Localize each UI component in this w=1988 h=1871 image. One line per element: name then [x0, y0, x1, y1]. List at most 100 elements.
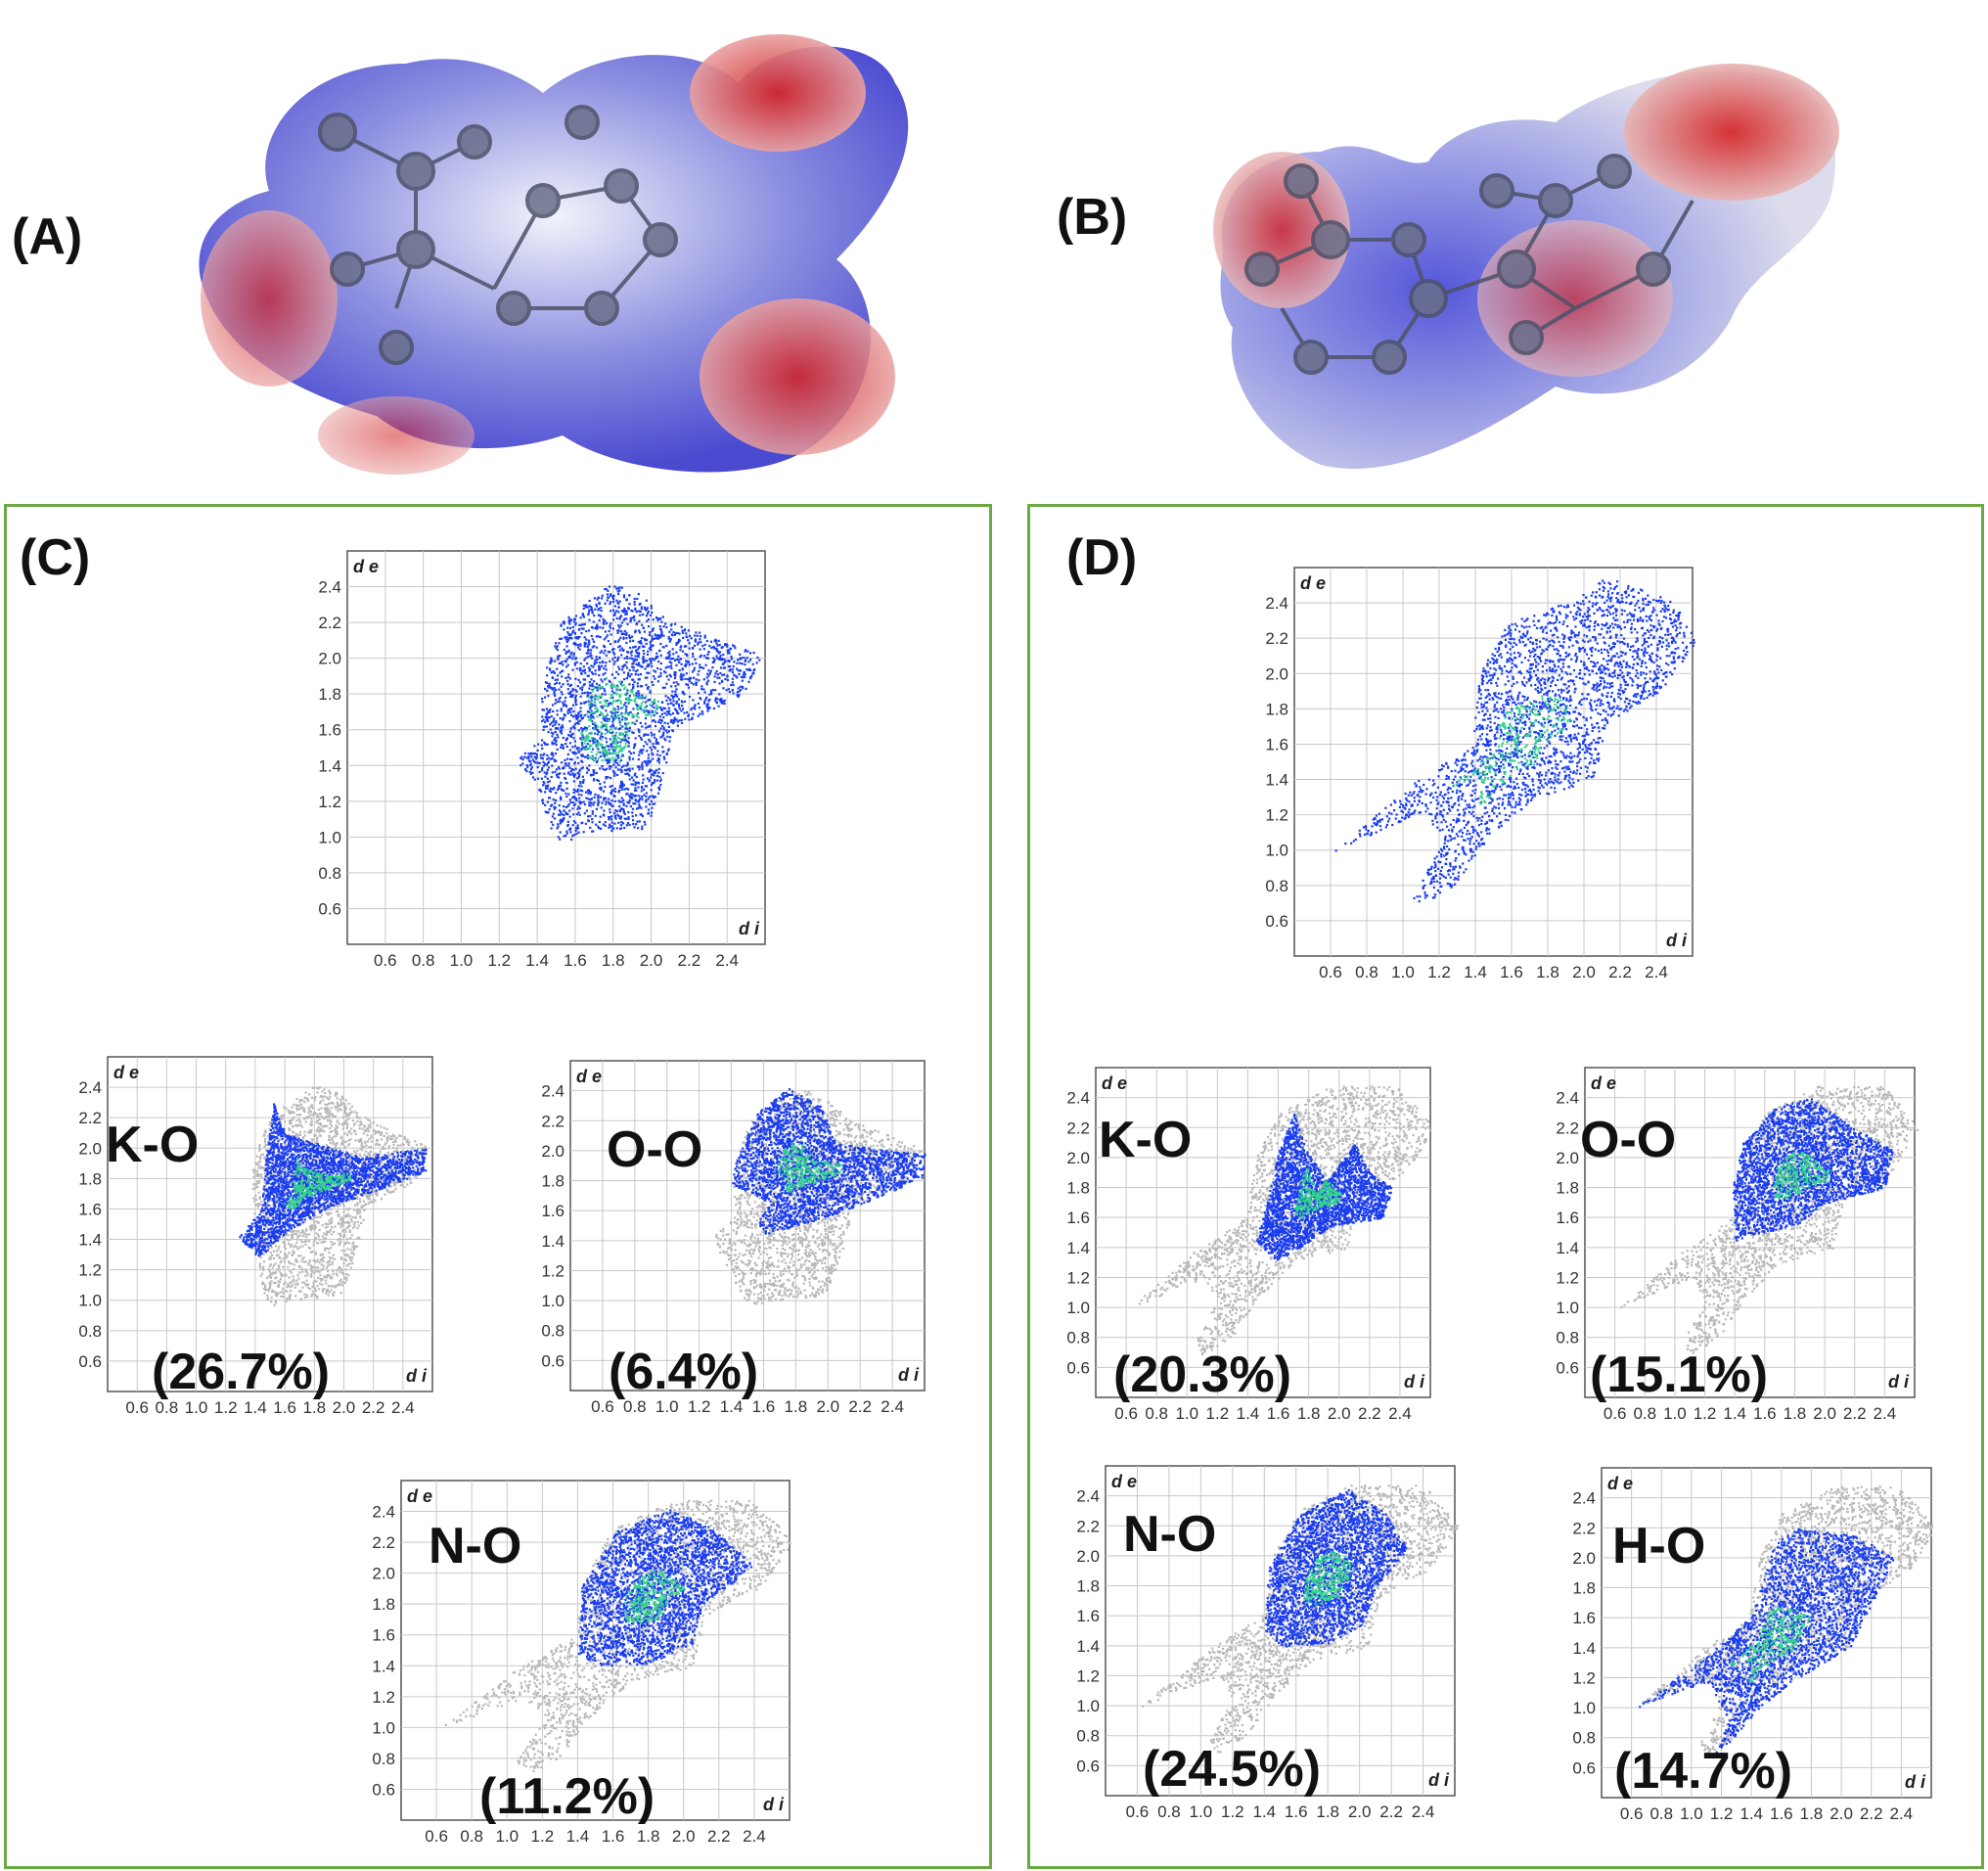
y-tick-label: 1.6: [1572, 1609, 1596, 1627]
x-tick-label: 2.4: [715, 951, 739, 970]
y-tick-label: 1.2: [78, 1261, 102, 1280]
x-tick-label: 1.4: [525, 951, 549, 970]
fingerprint-points: [1732, 1098, 1894, 1242]
x-tick-label: 1.6: [752, 1397, 776, 1416]
x-tick-label: 2.2: [1860, 1804, 1883, 1823]
x-tick-label: 2.2: [848, 1397, 872, 1416]
y-tick-label: 1.8: [541, 1172, 565, 1191]
y-tick-label: 2.0: [78, 1139, 102, 1158]
high-density-points: [1304, 1550, 1356, 1606]
fingerprint-plot-d-oo: 0.6 0.8 1.0 1.2 1.4 1.6 1.8 2.0 2.2 2.4 2.4 2.2 2.0 1…: [1556, 1067, 1920, 1423]
y-tick-label: 0.6: [1066, 1358, 1090, 1377]
panel-label-b: (B): [1057, 188, 1127, 247]
y-tick-label: 1.0: [1076, 1697, 1100, 1715]
contact-label-c-no: N-O: [429, 1517, 521, 1575]
fingerprint-plot-c-no: 0.6 0.8 1.0 1.2 1.4 1.6 1.8 2.0 2.2 2.4 2.4 2.2 2.0 1…: [372, 1480, 791, 1846]
y-tick-label: 1.2: [1066, 1268, 1090, 1287]
panel-label-d: (D): [1066, 528, 1137, 587]
y-tick-label: 1.0: [1265, 842, 1288, 860]
x-tick-label: 2.2: [362, 1398, 385, 1417]
x-tick-label: 0.6: [1319, 963, 1342, 981]
x-axis-label: d i: [1404, 1372, 1425, 1392]
contact-label-d-no: N-O: [1123, 1505, 1216, 1564]
x-tick-label: 0.6: [1126, 1803, 1150, 1821]
high-density-points: [777, 1142, 843, 1193]
x-tick-label: 2.2: [1843, 1404, 1867, 1423]
y-tick-label: 0.6: [541, 1351, 565, 1370]
x-tick-label: 2.2: [1358, 1404, 1381, 1423]
x-tick-label: 0.6: [1604, 1404, 1627, 1423]
y-tick-label: 0.6: [1556, 1358, 1579, 1377]
y-tick-label: 2.0: [1572, 1549, 1596, 1568]
x-tick-label: 1.6: [602, 1827, 625, 1846]
x-tick-label: 1.4: [1252, 1803, 1276, 1821]
x-tick-label: 1.4: [1464, 963, 1487, 981]
fingerprint-plot-d-full: 0.6 0.8 1.0 1.2 1.4 1.6 1.8 2.0 2.2 2.4 2.4 2.2 2.0 1…: [1265, 567, 1695, 981]
y-tick-label: 1.4: [1265, 771, 1288, 790]
fingerprint-plot-c-full: 0.6 0.8 1.0 1.2 1.4 1.6 1.8 2.0 2.2 2.4 2.4 2.2 2.0 1…: [318, 550, 766, 970]
y-axis-label: d e: [1591, 1073, 1616, 1093]
high-density-points: [1452, 695, 1571, 805]
y-tick-label: 1.4: [541, 1232, 565, 1251]
x-axis-label: d i: [1888, 1372, 1910, 1392]
y-tick-label: 2.0: [318, 650, 341, 668]
x-tick-label: 2.0: [1813, 1404, 1836, 1423]
y-tick-label: 2.4: [541, 1082, 565, 1101]
y-tick-label: 1.0: [318, 828, 341, 846]
x-tick-label: 2.4: [1874, 1404, 1897, 1423]
x-tick-label: 2.0: [1348, 1803, 1372, 1821]
x-tick-label: 2.4: [1412, 1803, 1435, 1821]
x-tick-label: 1.4: [720, 1397, 744, 1416]
y-tick-label: 1.2: [372, 1688, 395, 1707]
x-tick-label: 0.6: [374, 951, 397, 970]
y-tick-label: 1.0: [372, 1718, 395, 1737]
y-axis-label: d e: [576, 1067, 602, 1086]
x-tick-label: 2.0: [640, 951, 663, 970]
x-axis-label: d i: [1905, 1772, 1926, 1792]
percentage-d-no: (24.5%): [1143, 1740, 1321, 1799]
high-density-points: [1293, 1167, 1342, 1218]
contact-label-c-ko: K-O: [106, 1116, 199, 1174]
x-tick-label: 2.2: [1608, 963, 1632, 981]
x-axis-label: d i: [1428, 1770, 1450, 1790]
y-tick-label: 2.2: [1572, 1519, 1596, 1537]
x-tick-label: 1.8: [602, 951, 625, 970]
y-tick-label: 1.0: [1556, 1299, 1579, 1317]
x-tick-label: 0.8: [1355, 963, 1378, 981]
y-tick-label: 2.4: [372, 1503, 395, 1522]
y-tick-label: 0.6: [318, 899, 341, 918]
x-tick-label: 2.4: [881, 1397, 904, 1416]
y-tick-label: 0.8: [372, 1750, 395, 1768]
x-tick-label: 1.0: [1391, 963, 1415, 981]
x-tick-label: 2.0: [1830, 1804, 1853, 1823]
x-tick-label: 1.8: [1800, 1804, 1824, 1823]
y-tick-label: 1.8: [1556, 1179, 1579, 1198]
y-tick-label: 2.0: [1076, 1547, 1100, 1566]
panel-c-box: [4, 504, 992, 1869]
y-tick-label: 1.2: [541, 1261, 565, 1280]
x-tick-label: 1.0: [1680, 1804, 1703, 1823]
x-tick-label: 0.6: [1620, 1804, 1644, 1823]
high-density-points: [1773, 1152, 1830, 1200]
x-tick-label: 1.0: [495, 1827, 519, 1846]
y-tick-label: 0.8: [318, 864, 341, 883]
x-tick-label: 1.0: [450, 951, 474, 970]
x-tick-label: 0.8: [412, 951, 435, 970]
y-axis-label: d e: [1102, 1073, 1127, 1093]
plot-frame: [400, 1480, 791, 1821]
x-axis-label: d i: [763, 1795, 785, 1814]
y-tick-label: 2.2: [1556, 1118, 1579, 1137]
y-tick-label: 0.8: [541, 1322, 565, 1341]
x-tick-label: 1.6: [1285, 1803, 1308, 1821]
y-tick-label: 2.4: [78, 1078, 102, 1097]
x-tick-label: 1.6: [273, 1398, 296, 1417]
x-axis-label: d i: [898, 1365, 920, 1385]
y-tick-label: 1.6: [78, 1200, 102, 1218]
y-tick-label: 1.8: [78, 1169, 102, 1188]
y-tick-label: 1.6: [1076, 1607, 1100, 1625]
x-tick-label: 2.4: [743, 1827, 766, 1846]
y-tick-label: 2.0: [541, 1142, 565, 1161]
y-tick-label: 2.2: [318, 614, 341, 632]
y-tick-label: 1.4: [372, 1657, 395, 1675]
y-tick-label: 2.0: [1265, 664, 1288, 683]
